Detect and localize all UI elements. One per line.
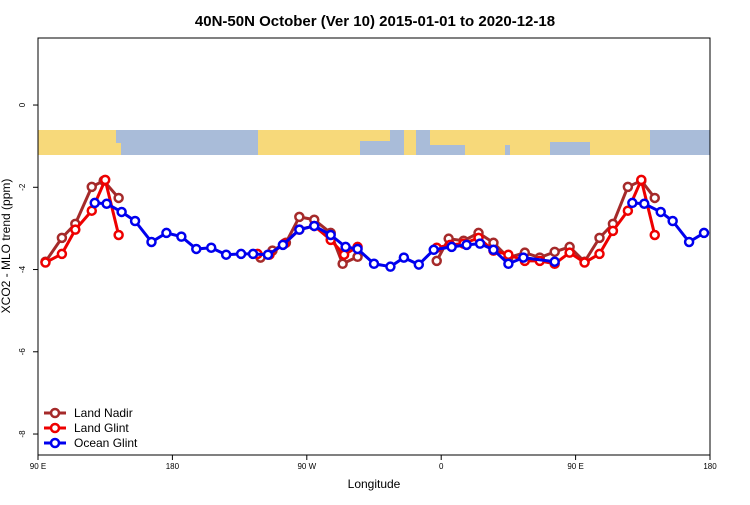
- data-point: [474, 238, 486, 249]
- plot-frame: [37, 37, 711, 456]
- data-point: [309, 220, 320, 232]
- data-point: [161, 227, 172, 239]
- data-point: [56, 232, 68, 244]
- data-point: [129, 215, 141, 227]
- map-strip: [38, 130, 710, 155]
- data-point: [247, 248, 259, 260]
- data-point: [262, 249, 274, 260]
- data-point: [325, 229, 336, 241]
- data-point: [431, 255, 442, 267]
- data-point: [667, 215, 678, 227]
- data-point: [636, 174, 647, 186]
- data-point: [627, 197, 638, 209]
- data-point: [220, 249, 232, 260]
- data-point: [594, 232, 605, 244]
- legend-label: Land Glint: [74, 421, 129, 435]
- x-tick-label: 0: [439, 462, 444, 471]
- y-axis-label: XCO2 - MLO trend (ppm): [0, 179, 13, 314]
- x-tick-label: 180: [166, 462, 180, 471]
- legend-marker: [49, 407, 61, 419]
- data-point: [649, 192, 660, 204]
- legend-marker: [49, 437, 61, 449]
- data-point: [413, 259, 425, 270]
- data-point: [40, 257, 51, 268]
- data-point: [340, 241, 351, 253]
- data-point: [607, 225, 619, 237]
- data-point: [398, 252, 410, 263]
- data-point: [352, 243, 363, 255]
- data-point: [549, 246, 560, 258]
- data-point: [113, 192, 124, 204]
- data-point: [368, 258, 380, 270]
- y-tick-label: 0: [18, 102, 27, 107]
- legend-label: Land Nadir: [74, 406, 133, 420]
- data-point: [176, 231, 187, 242]
- data-point: [56, 248, 68, 260]
- data-point: [113, 229, 124, 241]
- data-point: [579, 257, 590, 268]
- data-point: [698, 227, 710, 239]
- x-tick-label: 90 W: [297, 462, 316, 471]
- data-point: [70, 224, 81, 235]
- data-point: [649, 229, 660, 241]
- y-tick-label: -2: [18, 183, 27, 191]
- data-point: [655, 206, 666, 218]
- data-point: [116, 206, 127, 218]
- x-tick-label: 180: [703, 462, 717, 471]
- data-point: [594, 248, 605, 260]
- data-point: [622, 181, 634, 193]
- data-point: [488, 244, 499, 256]
- x-tick-label: 90 E: [567, 462, 583, 471]
- data-point: [101, 198, 112, 209]
- x-tick-label: 90 E: [30, 462, 46, 471]
- data-point: [99, 174, 111, 186]
- data-point: [89, 197, 100, 209]
- data-point: [639, 198, 650, 209]
- legend-marker: [49, 422, 61, 434]
- data-point: [549, 256, 560, 267]
- data-point: [146, 236, 157, 248]
- data-point: [503, 249, 514, 260]
- data-point: [518, 252, 529, 263]
- data-point: [86, 181, 98, 193]
- x-axis-label: Longitude: [348, 477, 401, 491]
- data-point: [503, 258, 514, 270]
- y-tick-label: -8: [18, 430, 27, 438]
- data-point: [205, 242, 217, 253]
- data-point: [337, 258, 348, 270]
- y-tick-label: -4: [18, 265, 27, 273]
- data-point: [235, 248, 247, 260]
- data-point: [191, 243, 202, 255]
- data-point: [385, 261, 396, 272]
- data-point: [683, 236, 695, 248]
- data-point: [277, 239, 289, 251]
- data-point: [446, 241, 457, 253]
- data-point: [461, 239, 472, 251]
- data-point: [294, 224, 305, 235]
- data-point: [564, 247, 575, 258]
- data-point: [294, 211, 305, 223]
- y-tick-label: -6: [18, 348, 27, 356]
- data-point: [428, 244, 439, 256]
- chart-title: 40N-50N October (Ver 10) 2015-01-01 to 2…: [195, 13, 555, 30]
- data-point: [622, 205, 634, 216]
- legend-label: Ocean Glint: [74, 436, 138, 450]
